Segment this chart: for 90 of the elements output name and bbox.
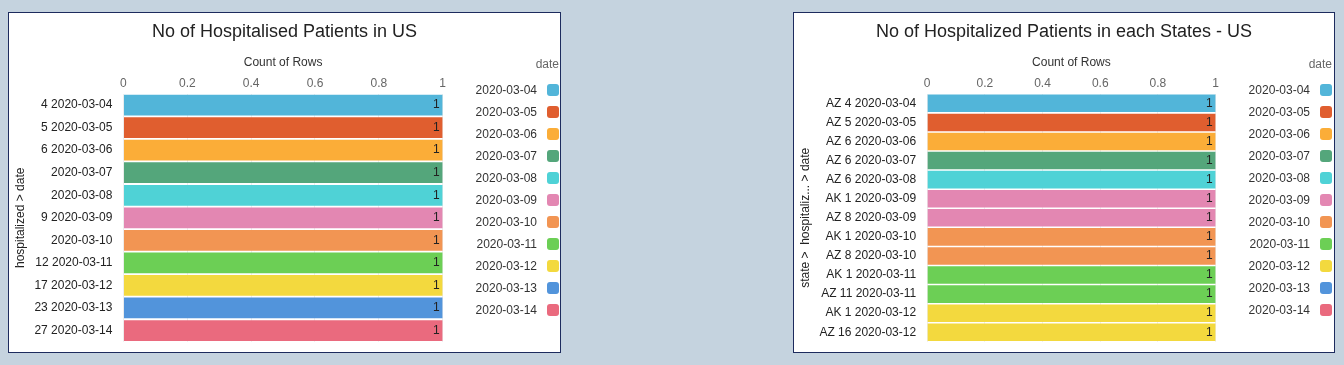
x-axis-title: Count of Rows bbox=[1032, 54, 1111, 69]
y-tick-label: AZ 6 2020-03-08 bbox=[826, 171, 917, 186]
x-tick-label: 0.8 bbox=[1149, 75, 1167, 90]
legend-label: 2020-03-10 bbox=[475, 215, 537, 229]
data-label: 1 bbox=[432, 187, 440, 202]
legend-title: date bbox=[1307, 57, 1333, 71]
x-tick-label: 0.4 bbox=[242, 75, 260, 90]
y-tick-label: AK 1 2020-03-10 bbox=[825, 229, 917, 244]
data-label: 1 bbox=[1205, 286, 1213, 301]
legend-label: 2020-03-08 bbox=[1248, 171, 1310, 185]
y-tick-label: AZ 11 2020-03-11 bbox=[821, 286, 917, 301]
data-label: 1 bbox=[432, 210, 440, 225]
data-label: 1 bbox=[432, 255, 440, 270]
y-tick-label: 27 2020-03-14 bbox=[34, 322, 113, 337]
data-label: 1 bbox=[1205, 324, 1213, 339]
legend-label: 2020-03-07 bbox=[475, 149, 537, 163]
data-label: 1 bbox=[1205, 229, 1213, 244]
data-label: 1 bbox=[432, 300, 440, 315]
x-tick-label: 0.8 bbox=[370, 75, 388, 90]
y-tick-label: AZ 8 2020-03-09 bbox=[826, 210, 917, 225]
data-label: 1 bbox=[432, 165, 440, 180]
data-label: 1 bbox=[432, 142, 440, 157]
legend-label: 2020-03-09 bbox=[1248, 193, 1310, 207]
y-tick-label: AK 1 2020-03-11 bbox=[826, 267, 917, 282]
y-tick-label: 5 2020-03-05 bbox=[41, 119, 113, 134]
data-label: 1 bbox=[432, 322, 440, 337]
x-tick-label: 1 bbox=[1212, 75, 1220, 90]
x-axis-title: Count of Rows bbox=[243, 54, 323, 69]
chart-title: No of Hospitalized Patients in each States - US bbox=[874, 21, 1254, 42]
data-label: 1 bbox=[1205, 267, 1213, 282]
legend-label: 2020-03-12 bbox=[1248, 259, 1310, 273]
data-label: 1 bbox=[1205, 210, 1213, 225]
y-tick-label: AK 1 2020-03-09 bbox=[825, 191, 917, 206]
legend-label: 2020-03-11 bbox=[476, 237, 537, 251]
data-label: 1 bbox=[1205, 133, 1213, 148]
data-label: 1 bbox=[432, 232, 440, 247]
y-tick-label: AZ 4 2020-03-04 bbox=[826, 95, 917, 110]
y-tick-label: AZ 6 2020-03-06 bbox=[826, 133, 917, 148]
y-tick-label: 2020-03-07 bbox=[51, 165, 113, 180]
x-tick-label: 1 bbox=[439, 75, 447, 90]
legend-title: date bbox=[534, 57, 560, 71]
y-tick-label: 4 2020-03-04 bbox=[41, 97, 113, 112]
y-axis-title: state > hospitaliz... > date bbox=[797, 147, 812, 288]
data-label: 1 bbox=[1205, 152, 1213, 167]
legend-label: 2020-03-14 bbox=[475, 303, 537, 317]
y-tick-label: 12 2020-03-11 bbox=[35, 255, 113, 270]
y-tick-label: AZ 16 2020-03-12 bbox=[819, 324, 917, 339]
legend-label: 2020-03-08 bbox=[475, 171, 537, 185]
x-tick-label: 0.2 bbox=[178, 75, 196, 90]
legend-label: 2020-03-04 bbox=[1248, 83, 1310, 97]
y-tick-label: AZ 5 2020-03-05 bbox=[826, 114, 917, 129]
y-tick-label: 23 2020-03-13 bbox=[34, 300, 113, 315]
x-tick-label: 0 bbox=[923, 75, 931, 90]
y-tick-label: 6 2020-03-06 bbox=[41, 142, 113, 157]
data-label: 1 bbox=[1205, 248, 1213, 263]
y-tick-label: 2020-03-10 bbox=[51, 232, 113, 247]
y-tick-label: 9 2020-03-09 bbox=[41, 210, 113, 225]
y-tick-label: AZ 8 2020-03-10 bbox=[826, 248, 917, 263]
data-label: 1 bbox=[1205, 95, 1213, 110]
data-label: 1 bbox=[1205, 305, 1213, 320]
data-label: 1 bbox=[432, 97, 440, 112]
legend-label: 2020-03-10 bbox=[1248, 215, 1310, 229]
x-tick-label: 0.2 bbox=[976, 75, 994, 90]
legend-label: 2020-03-05 bbox=[475, 105, 537, 119]
legend-label: 2020-03-13 bbox=[1248, 281, 1310, 295]
x-tick-label: 0.6 bbox=[306, 75, 324, 90]
data-label: 1 bbox=[432, 119, 440, 134]
legend-label: 2020-03-07 bbox=[1248, 149, 1310, 163]
legend-label: 2020-03-11 bbox=[1249, 237, 1310, 251]
legend-label: 2020-03-12 bbox=[475, 259, 537, 273]
y-tick-label: AK 1 2020-03-12 bbox=[825, 305, 917, 320]
legend-label: 2020-03-13 bbox=[475, 281, 537, 295]
x-tick-label: 0.6 bbox=[1091, 75, 1109, 90]
chart-title: No of Hospitalised Patients in US bbox=[150, 21, 419, 42]
legend-label: 2020-03-09 bbox=[475, 193, 537, 207]
legend-label: 2020-03-06 bbox=[475, 127, 537, 141]
legend-label: 2020-03-05 bbox=[1248, 105, 1310, 119]
data-label: 1 bbox=[1205, 191, 1213, 206]
y-tick-label: 2020-03-08 bbox=[51, 187, 113, 202]
legend-label: 2020-03-04 bbox=[475, 83, 537, 97]
y-tick-label: 17 2020-03-12 bbox=[34, 277, 113, 292]
legend-label: 2020-03-06 bbox=[1248, 127, 1310, 141]
data-label: 1 bbox=[432, 277, 440, 292]
data-label: 1 bbox=[1205, 114, 1213, 129]
y-axis-title: hospitalized > date bbox=[12, 167, 27, 268]
y-tick-label: AZ 6 2020-03-07 bbox=[826, 152, 917, 167]
data-label: 1 bbox=[1205, 171, 1213, 186]
legend-label: 2020-03-14 bbox=[1248, 303, 1310, 317]
x-tick-label: 0 bbox=[120, 75, 128, 90]
x-tick-label: 0.4 bbox=[1034, 75, 1052, 90]
